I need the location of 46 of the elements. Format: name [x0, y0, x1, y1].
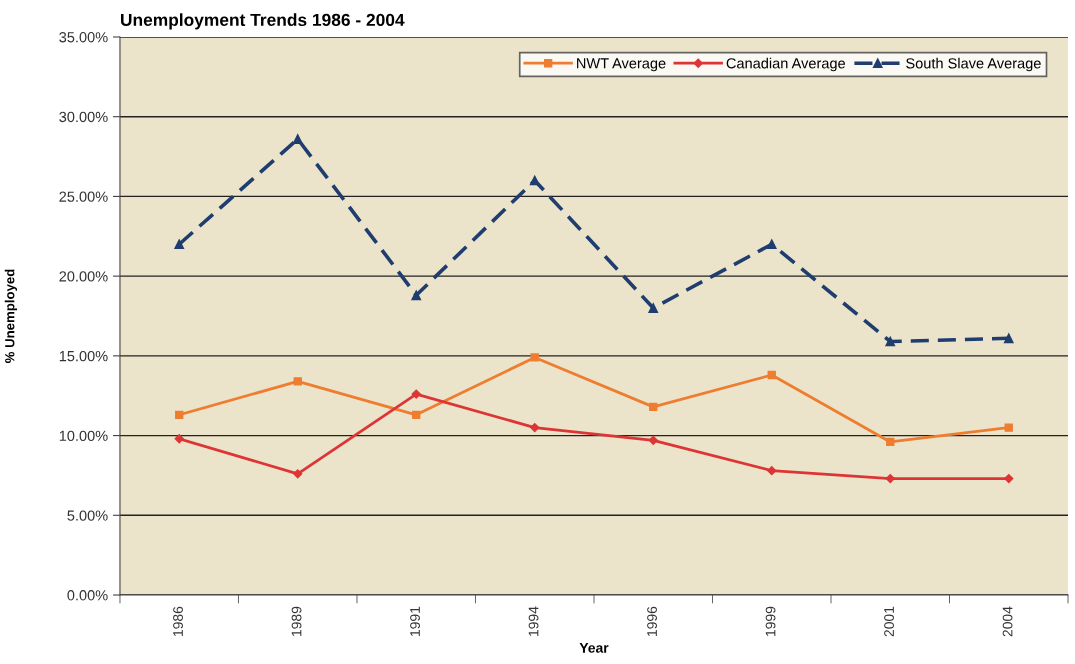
legend-label: NWT Average — [577, 58, 666, 72]
point — [648, 435, 658, 445]
x-axis-title: Year — [579, 643, 609, 653]
x-tick-label: 2001 — [884, 606, 894, 637]
point — [885, 473, 895, 484]
point — [530, 422, 540, 433]
y-tick-label: 15.00% — [59, 350, 108, 362]
point — [648, 303, 659, 313]
y-tick-label: 20.00% — [59, 271, 108, 282]
chart-title: Unemployment Trends 1986 - 2004 — [121, 13, 405, 30]
point — [174, 434, 184, 444]
y-tick-label: 10.00% — [59, 430, 108, 441]
y-tick-label: 0.00% — [67, 590, 108, 601]
y-tick-label: 30.00% — [59, 111, 108, 123]
point — [1004, 473, 1014, 484]
point — [767, 370, 776, 380]
point — [529, 175, 540, 186]
point — [1004, 423, 1013, 432]
x-tick-label: 1989 — [291, 606, 302, 636]
point — [411, 290, 422, 301]
point — [293, 469, 303, 479]
y-tick-label: 5.00% — [67, 510, 108, 521]
x-tick-label: 1986 — [173, 606, 183, 636]
y-tick-label: 35.00% — [59, 32, 108, 43]
point — [293, 377, 302, 386]
point — [411, 389, 421, 399]
y-axis-title: % Unemployed — [4, 269, 18, 363]
point — [767, 466, 777, 476]
point — [649, 402, 658, 412]
legend-label: South Slave Average — [906, 57, 1041, 72]
point — [530, 353, 539, 362]
point — [292, 134, 303, 144]
point — [175, 410, 184, 420]
legend-label: Canadian Average — [726, 57, 846, 72]
y-tick-label: 25.00% — [59, 191, 108, 202]
point — [885, 336, 896, 347]
point — [174, 239, 185, 250]
x-tick-label: 1996 — [647, 606, 657, 636]
x-tick-label: 2004 — [1002, 606, 1013, 637]
point — [886, 437, 895, 447]
x-tick-label: 1991 — [410, 606, 420, 636]
point — [412, 410, 421, 420]
x-tick-label: 1994 — [528, 606, 539, 636]
x-tick-label: 1999 — [765, 606, 776, 636]
point — [1003, 333, 1014, 344]
point — [766, 239, 777, 250]
